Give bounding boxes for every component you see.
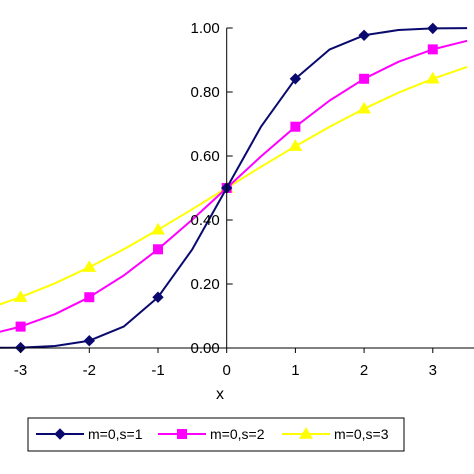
- data-point: [425, 71, 440, 84]
- x-tick-label: 2: [360, 362, 368, 379]
- legend-marker: [177, 429, 187, 439]
- data-point: [427, 44, 438, 55]
- data-point: [84, 292, 95, 303]
- data-point: [359, 73, 370, 84]
- data-point: [83, 334, 96, 347]
- data-point: [152, 291, 164, 303]
- legend-marker: [54, 428, 66, 440]
- data-point: [427, 22, 439, 35]
- legend-item[interactable]: m=0,s=1: [36, 426, 143, 442]
- y-tick-label: 0.80: [190, 84, 219, 101]
- y-tick-label: 0.60: [190, 148, 219, 165]
- series-m=0,s=1: [0, 22, 468, 354]
- data-point: [357, 101, 371, 114]
- series-m=0,s=3: [0, 65, 468, 306]
- legend-item[interactable]: m=0,s=2: [158, 426, 265, 442]
- legend-label: m=0,s=2: [210, 426, 265, 442]
- series-layer: [0, 22, 468, 354]
- x-tick-label: -3: [14, 362, 27, 379]
- y-axis-ticks: 0.00 0.20 0.40 0.60 0.80 1.00: [190, 20, 233, 357]
- x-axis-title: x: [216, 386, 224, 403]
- data-point: [288, 139, 303, 151]
- series-line: [0, 65, 468, 306]
- series-line: [0, 27, 468, 349]
- data-point: [290, 121, 301, 132]
- x-tick-label: -1: [151, 362, 164, 379]
- series-m=0,s=2: [0, 39, 468, 333]
- legend-label: m=0,s=1: [88, 426, 143, 442]
- series-line: [0, 39, 468, 333]
- data-point: [358, 29, 370, 42]
- data-point: [15, 321, 26, 332]
- legend-marker: [299, 427, 313, 439]
- x-axis-ticks: -3 -2 -1 0 1 2 3: [14, 348, 437, 379]
- data-point: [13, 290, 28, 302]
- x-tick-label: 0: [223, 362, 231, 379]
- data-point: [151, 222, 165, 235]
- y-tick-label: 0.20: [190, 276, 219, 293]
- legend-item[interactable]: m=0,s=3: [282, 426, 389, 442]
- y-tick-label: 1.00: [190, 20, 219, 37]
- legend-label: m=0,s=3: [334, 426, 389, 442]
- x-tick-label: 3: [429, 362, 437, 379]
- data-point: [289, 73, 302, 85]
- legend[interactable]: m=0,s=1 m=0,s=2 m=0,s=3: [27, 417, 405, 452]
- y-tick-label: 0.00: [190, 340, 219, 357]
- legend-items: m=0,s=1 m=0,s=2 m=0,s=3: [36, 426, 389, 442]
- y-tick-label: 0.40: [190, 212, 219, 229]
- data-point: [153, 244, 163, 255]
- legend-box: [27, 417, 405, 452]
- x-tick-label: -2: [83, 362, 96, 379]
- x-tick-label: 1: [291, 362, 299, 379]
- data-point: [82, 260, 97, 272]
